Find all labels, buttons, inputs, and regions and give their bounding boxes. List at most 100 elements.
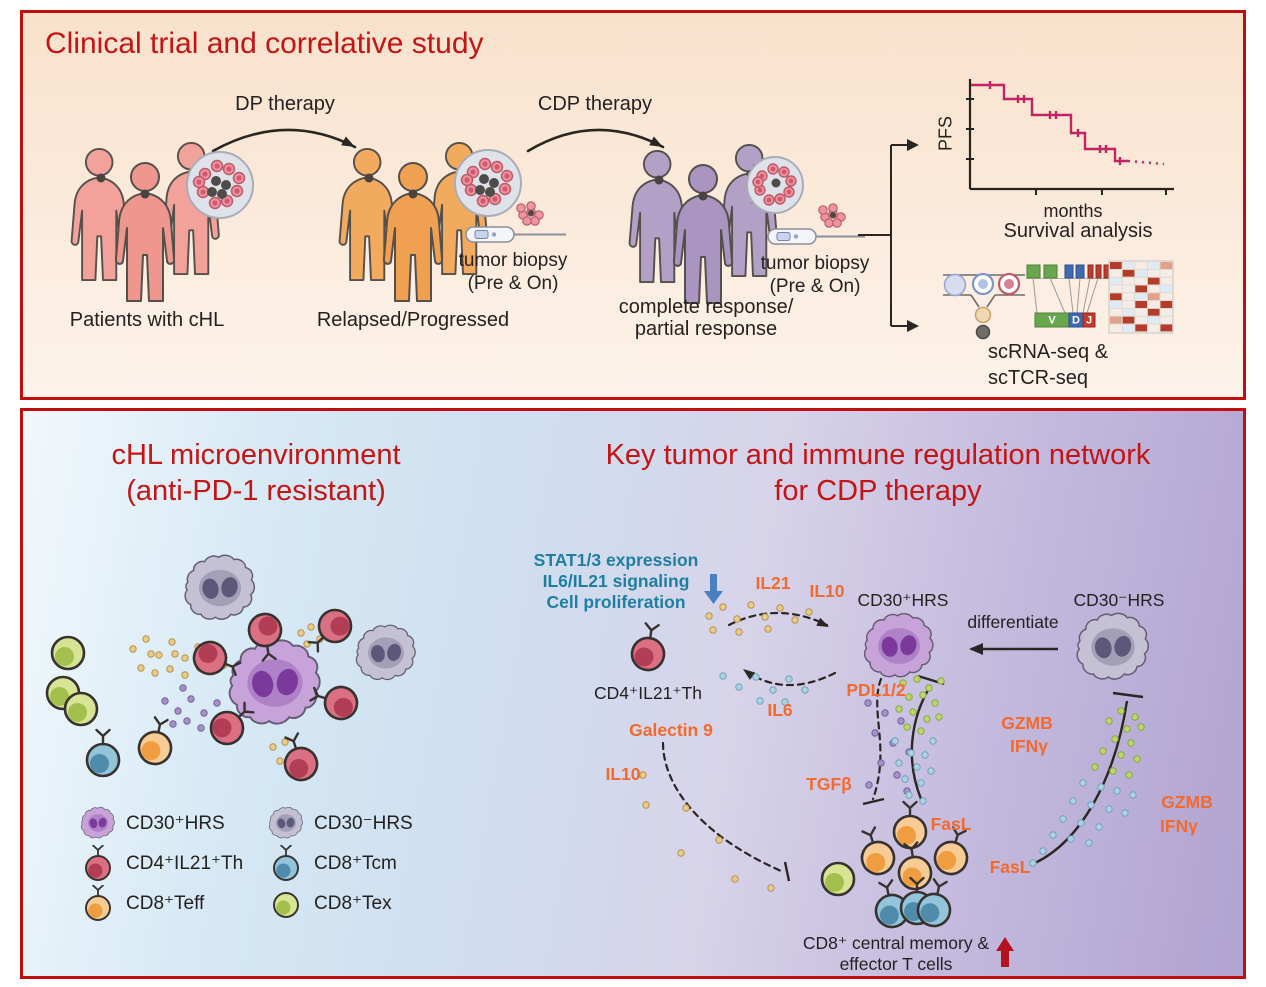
effect-stat13: STAT1/3 expression xyxy=(533,550,699,570)
network-art xyxy=(630,574,1150,967)
microenvironment-title-line1: cHL microenvironment xyxy=(111,439,401,471)
fasl-lower-label: FasL xyxy=(989,857,1031,877)
effect-il6-il21: IL6/IL21 signaling xyxy=(542,571,690,591)
droplet-microfluidics-icon xyxy=(943,272,1025,340)
analysis-bracket xyxy=(858,139,919,332)
down-arrow-icon xyxy=(704,574,723,604)
legend-label: CD30⁺HRS xyxy=(126,812,225,834)
cd30pos-hrs-cell-left xyxy=(228,639,321,725)
cd30neg-label: CD30⁻HRS xyxy=(1073,590,1165,610)
mechanism-illustration xyxy=(45,554,1150,967)
group2-label: Relapsed/Progressed xyxy=(316,309,510,331)
biopsy2-line2: (Pre & On) xyxy=(769,276,861,297)
vdj-v-label: V xyxy=(1048,315,1056,327)
dp-therapy-label: DP therapy xyxy=(235,93,335,115)
legend-item-cd8-tex: CD8⁺Tex xyxy=(267,885,429,921)
legend-item-cd8-tcm: CD8⁺Tcm xyxy=(267,845,429,881)
cd4-th-label: CD4⁺IL21⁺Th xyxy=(594,683,702,703)
microenvironment-title-line2: (anti-PD-1 resistant) xyxy=(126,475,386,507)
group3-label-line1: complete response/ xyxy=(618,296,794,318)
cd8-tex-icon xyxy=(273,892,299,918)
seq-label: scRNA-seq & scTCR-seq xyxy=(988,339,1208,391)
pdl12-label: PDL1/2 xyxy=(846,680,906,700)
differentiate-label: differentiate xyxy=(967,612,1059,632)
biopsy2-line1: tumor biopsy xyxy=(760,253,870,274)
il21-il10-arc xyxy=(705,601,829,636)
cell-legend: CD30⁺HRS CD30⁻HRS CD4⁺IL21⁺Th CD8⁺Tcm CD… xyxy=(79,805,429,921)
network-title-line2: for CDP therapy xyxy=(774,475,982,507)
galectin9-label: Galectin 9 xyxy=(629,720,713,740)
cd30neg-hrs-cell-left-right xyxy=(355,624,416,681)
legend-label: CD8⁺Teff xyxy=(126,892,205,914)
legend-item-cd8-teff: CD8⁺Teff xyxy=(79,885,267,921)
seq-label-line1: scRNA-seq & xyxy=(988,341,1109,363)
expression-heatmap-icon xyxy=(1108,260,1174,334)
gzmb-left-label: GZMB xyxy=(1001,713,1053,733)
ifng-right-label: IFNγ xyxy=(1160,816,1198,836)
vdj-j-label: J xyxy=(1086,315,1092,327)
legend-item-cd30neg-hrs: CD30⁻HRS xyxy=(267,805,429,841)
tumor-zoom-circle-3 xyxy=(746,156,804,214)
gzmb-left-inhibition xyxy=(891,674,945,805)
biopsy2-label: tumor biopsy (Pre & On) xyxy=(745,252,885,298)
il6-arc xyxy=(719,667,837,706)
biopsy-device-1 xyxy=(465,201,566,243)
group1-label: Patients with cHL xyxy=(69,309,225,331)
cd30pos-hrs-cell-network xyxy=(863,612,934,678)
il10-top-label: IL10 xyxy=(809,581,845,601)
gzmb-right-inhibition xyxy=(1029,691,1145,867)
cdp-therapy-arrow xyxy=(526,128,665,153)
group3-label: complete response/ partial response xyxy=(601,296,811,340)
fasl-upper-label: FasL xyxy=(930,814,972,834)
il10-left-label: IL10 xyxy=(605,764,641,784)
cdp-therapy-label: CDP therapy xyxy=(537,93,653,115)
microenvironment-art xyxy=(45,554,416,784)
cd4-th-cell xyxy=(630,622,668,672)
survival-caption: Survival analysis xyxy=(1003,220,1153,242)
clinical-trial-illustration: V D J xyxy=(70,79,1174,340)
legend-label: CD30⁻HRS xyxy=(314,812,413,834)
il6-label: IL6 xyxy=(767,700,793,720)
ifng-left-label: IFNγ xyxy=(1010,736,1048,756)
cd8-tcells-label: CD8⁺ central memory & effector T cells xyxy=(796,933,996,975)
cd8-tcells-line2: effector T cells xyxy=(839,954,953,974)
cd30neg-hrs-cell-left-top xyxy=(184,554,256,620)
mechanism-panel: cHL microenvironment (anti-PD-1 resistan… xyxy=(20,408,1246,979)
cd30pos-hrs-icon xyxy=(80,806,115,839)
dp-therapy-arrow xyxy=(211,128,357,153)
biopsy1-label: tumor biopsy (Pre & On) xyxy=(443,249,583,295)
galectin-il10-inhibition xyxy=(639,741,791,892)
top-panel-title: Clinical trial and correlative study xyxy=(45,27,484,60)
differentiate-arrow xyxy=(969,643,1058,655)
biopsy1-line2: (Pre & On) xyxy=(467,273,559,294)
cd30neg-hrs-cell-network xyxy=(1076,612,1150,680)
vdj-d-label: D xyxy=(1072,315,1080,327)
effect-proliferation: Cell proliferation xyxy=(546,592,686,612)
gzmb-right-label: GZMB xyxy=(1161,792,1213,812)
legend-label: CD8⁺Tcm xyxy=(314,852,397,874)
survival-ylabel: PFS xyxy=(935,116,956,152)
survival-xlabel: months xyxy=(1043,201,1103,221)
tumor-zoom-circle-2 xyxy=(454,149,522,217)
biopsy1-line1: tumor biopsy xyxy=(458,250,568,271)
tumor-sample-2 xyxy=(818,203,846,228)
cd8-teff-icon xyxy=(79,885,117,921)
survival-plot xyxy=(966,79,1174,195)
tgfb-label: TGFβ xyxy=(806,774,852,794)
clinical-trial-panel: Clinical trial and correlative study xyxy=(20,10,1246,400)
legend-item-cd4-th: CD4⁺IL21⁺Th xyxy=(79,845,267,881)
cd30pos-label: CD30⁺HRS xyxy=(857,590,949,610)
cd30neg-hrs-icon xyxy=(268,806,303,839)
biopsy-device-2 xyxy=(767,203,865,245)
network-title: Key tumor and immune regulation network … xyxy=(533,437,1223,509)
cd4-th-icon xyxy=(79,845,117,881)
cd8-tcm-icon xyxy=(267,845,305,881)
legend-label: CD4⁺IL21⁺Th xyxy=(126,852,244,874)
legend-label: CD8⁺Tex xyxy=(314,892,392,914)
vdj-recombination-icon: V D J xyxy=(1026,264,1110,328)
cd8-tcells-line1: CD8⁺ central memory & xyxy=(802,933,990,953)
up-arrow-icon xyxy=(996,937,1014,967)
cdp-effects-text: STAT1/3 expression IL6/IL21 signaling Ce… xyxy=(526,550,706,613)
tumor-zoom-circle-1 xyxy=(186,151,254,219)
